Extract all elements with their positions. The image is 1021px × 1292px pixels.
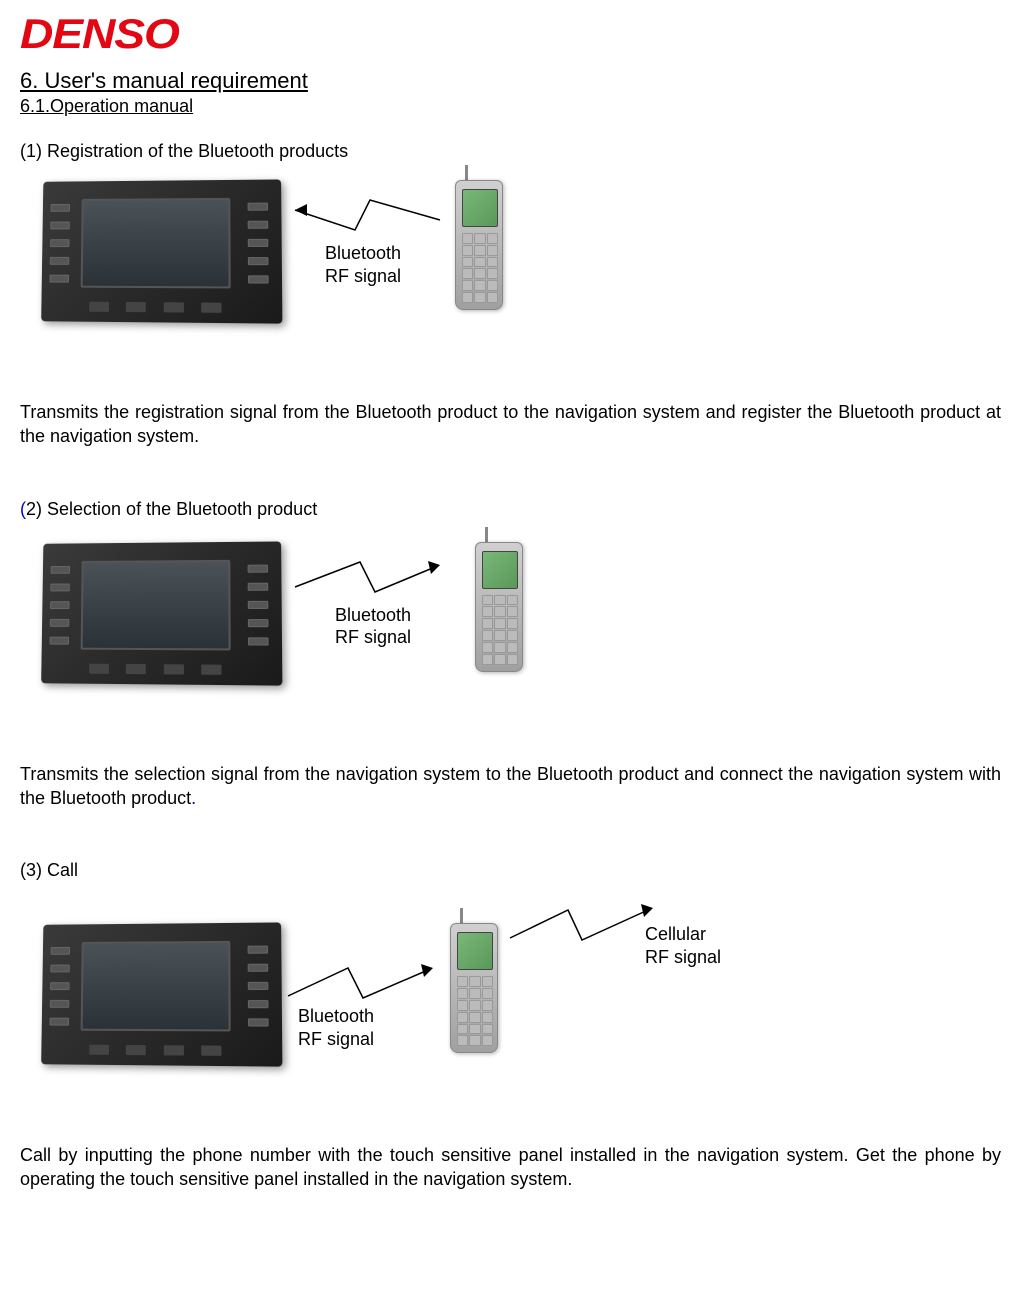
arrow-left-icon [285, 185, 450, 245]
bluetooth-signal-label-1: Bluetooth RF signal [325, 242, 401, 287]
section-1-description: Transmits the registration signal from t… [20, 400, 1001, 449]
section-2-description: Transmits the selection signal from the … [20, 762, 1001, 811]
arrow-right-cell-icon [500, 898, 665, 953]
diagram-3: Bluetooth RF signal Cellular RF signal [20, 903, 1001, 1103]
section-3-description: Call by inputting the phone number with … [20, 1143, 1001, 1192]
nav-unit-icon [40, 180, 280, 330]
arrow-right-icon [285, 547, 450, 607]
diagram-2: Bluetooth RF signal [20, 542, 1001, 722]
phone-icon [450, 923, 498, 1053]
phone-icon [475, 542, 523, 672]
section-3-title: (3) Call [20, 860, 1001, 881]
denso-logo: DENSO [20, 10, 1021, 58]
arrow-right-bt-icon [278, 948, 443, 1008]
cellular-signal-label: Cellular RF signal [645, 923, 721, 968]
phone-icon [455, 180, 503, 310]
bluetooth-signal-label-2: Bluetooth RF signal [335, 604, 411, 649]
heading-section-6-1: 6.1.Operation manual [20, 96, 1001, 117]
diagram-1: Bluetooth RF signal [20, 180, 1001, 360]
heading-section-6: 6. User's manual requirement [20, 68, 1001, 94]
bluetooth-signal-label-3: Bluetooth RF signal [298, 1005, 374, 1050]
nav-unit-icon [40, 923, 280, 1073]
nav-unit-icon [40, 542, 280, 692]
section-1-title: (1) Registration of the Bluetooth produc… [20, 141, 1001, 162]
section-2-title: (2) Selection of the Bluetooth product [20, 499, 1001, 520]
